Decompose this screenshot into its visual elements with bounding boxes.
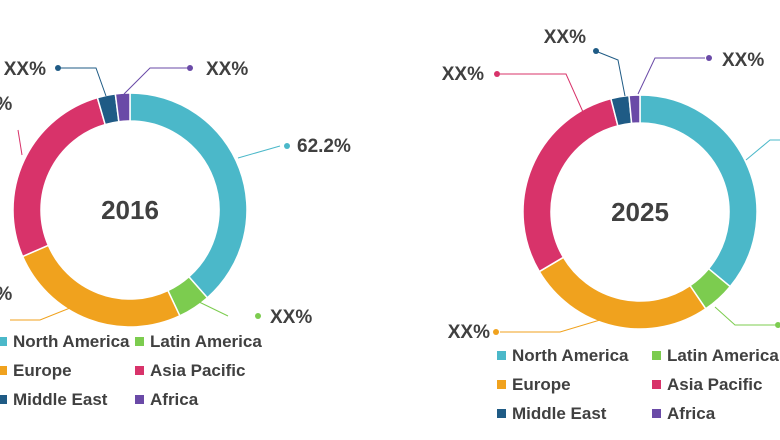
legend-swatch-asia-pacific-2016 — [135, 366, 144, 375]
center-label-2025: 2025 — [611, 197, 669, 227]
data-label-middle-east-2016: XX% — [4, 59, 46, 80]
leader-line-africa-2016 — [123, 67, 188, 95]
leader-line-asia-pacific-2016 — [17, 129, 23, 156]
leader-dot-africa-2016 — [187, 65, 193, 71]
legend-swatch-europe-2016 — [0, 366, 7, 375]
legend-swatch-north-america-2025 — [497, 351, 506, 360]
slice-europe-2025 — [538, 256, 707, 330]
slice-africa-2025 — [628, 94, 641, 125]
slice-asia-pacific-2016 — [12, 96, 107, 258]
data-label-asia-pacific-2025: XX% — [442, 64, 484, 85]
legend-label-asia-pacific-2025: Asia Pacific — [667, 375, 762, 394]
leader-line-latin-america-2025 — [714, 306, 775, 326]
data-label-africa-2025: XX% — [722, 50, 764, 71]
leader-line-north-america-2016 — [237, 145, 281, 159]
leader-line-middle-east-2025 — [597, 51, 626, 97]
legend-swatch-europe-2025 — [497, 380, 506, 389]
legend-label-africa-2025: Africa — [667, 404, 716, 423]
legend-swatch-africa-2016 — [135, 395, 144, 404]
legend-label-africa-2016: Africa — [150, 390, 199, 409]
legend-label-latin-america-2016: Latin America — [150, 332, 262, 351]
slice-asia-pacific-2025 — [522, 97, 619, 273]
legend-label-north-america-2025: North America — [512, 346, 629, 365]
data-label-latin-america-2016: XX% — [270, 307, 312, 328]
legend-label-europe-2016: Europe — [13, 361, 72, 380]
leader-dot-europe-2025 — [493, 329, 499, 335]
legend-label-latin-america-2025: Latin America — [667, 346, 779, 365]
data-label-africa-2016: XX% — [206, 59, 248, 80]
legend-label-asia-pacific-2016: Asia Pacific — [150, 361, 245, 380]
slice-north-america-2025 — [639, 94, 758, 288]
leader-dot-asia-pacific-2025 — [494, 71, 500, 77]
leader-line-middle-east-2016 — [60, 67, 107, 97]
leader-dot-north-america-2016 — [284, 143, 290, 149]
legend-swatch-latin-america-2016 — [135, 337, 144, 346]
center-label-2016: 2016 — [101, 195, 159, 225]
leader-dot-middle-east-2016 — [55, 65, 61, 71]
slice-europe-2016 — [21, 244, 181, 328]
legend-swatch-middle-east-2025 — [497, 409, 506, 418]
leader-line-africa-2025 — [637, 57, 705, 95]
leader-dot-africa-2025 — [706, 55, 712, 61]
legend-swatch-middle-east-2016 — [0, 395, 7, 404]
data-label-middle-east-2025: XX% — [544, 27, 586, 48]
legend-swatch-asia-pacific-2025 — [652, 380, 661, 389]
leader-dot-latin-america-2016 — [255, 313, 261, 319]
leader-line-latin-america-2016 — [194, 299, 229, 317]
legend-label-north-america-2016: North America — [13, 332, 130, 351]
leader-line-asia-pacific-2025 — [500, 73, 584, 113]
legend-label-europe-2025: Europe — [512, 375, 571, 394]
legend-label-middle-east-2025: Middle East — [512, 404, 607, 423]
leader-dot-middle-east-2025 — [593, 48, 599, 54]
leader-line-north-america-2025 — [745, 139, 780, 161]
data-label-asia-pacific-2016: XX% — [0, 94, 12, 115]
legend-swatch-north-america-2016 — [0, 337, 7, 346]
leader-dot-latin-america-2025 — [775, 322, 780, 328]
data-label-europe-2025: XX% — [448, 322, 490, 343]
slice-africa-2016 — [114, 92, 131, 123]
legend-swatch-africa-2025 — [652, 409, 661, 418]
legend-label-middle-east-2016: Middle East — [13, 390, 108, 409]
leader-line-europe-2025 — [500, 319, 601, 333]
data-label-north-america-2016: 62.2% — [297, 136, 351, 157]
data-label-europe-2016: XX% — [0, 284, 12, 305]
leader-line-europe-2016 — [10, 307, 71, 321]
legend-swatch-latin-america-2025 — [652, 351, 661, 360]
